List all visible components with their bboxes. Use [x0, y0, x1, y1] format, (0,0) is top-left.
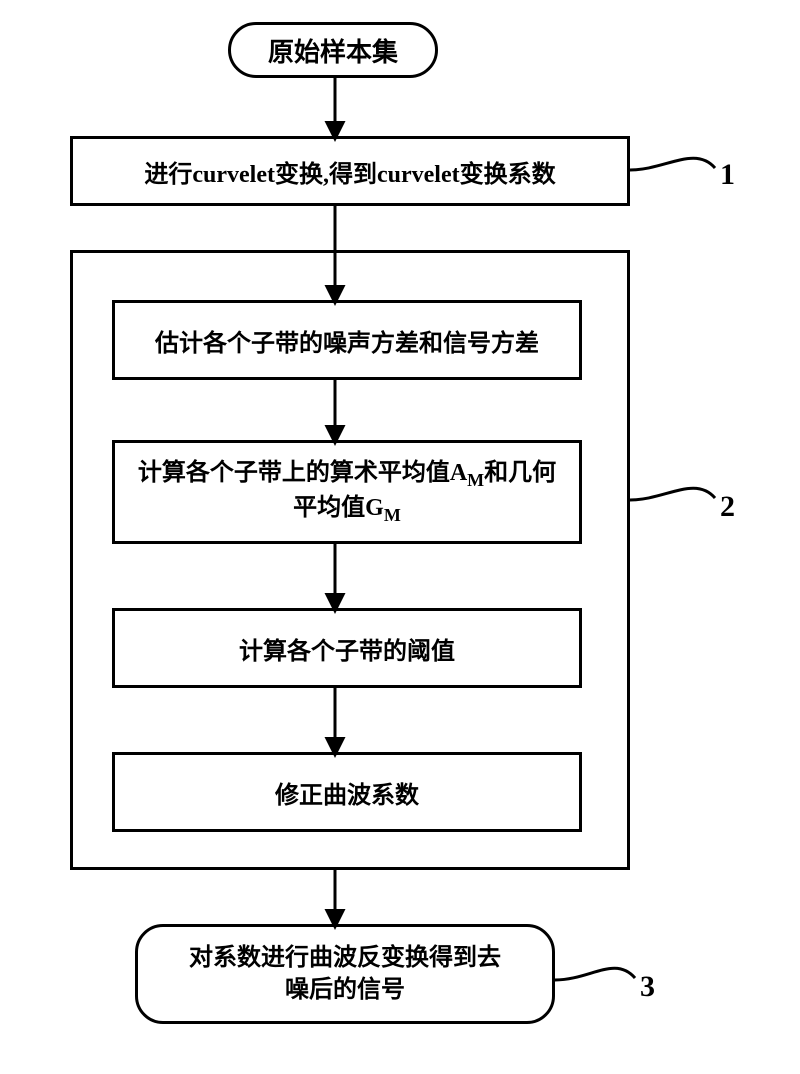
label-2: 2 [720, 490, 735, 524]
flow-end: 对系数进行曲波反变换得到去噪后的信号 [135, 924, 555, 1024]
flow-end-text: 对系数进行曲波反变换得到去噪后的信号 [189, 942, 501, 1007]
label-3-text: 3 [640, 970, 655, 1003]
label-2-text: 2 [720, 490, 735, 523]
flow-step2a-text: 估计各个子带的噪声方差和信号方差 [155, 323, 539, 358]
flow-step2d-text: 修正曲波系数 [275, 775, 419, 810]
flow-step1-text: 进行curvelet变换,得到curvelet变换系数 [144, 154, 555, 189]
flow-start-text: 原始样本集 [268, 32, 398, 69]
flow-step2c: 计算各个子带的阈值 [112, 608, 582, 688]
flow-step2b-text: 计算各个子带上的算术平均值AM和几何平均值GM [138, 457, 556, 527]
flow-start: 原始样本集 [228, 22, 438, 78]
label-1: 1 [720, 158, 735, 192]
label-3: 3 [640, 970, 655, 1004]
flow-step2c-text: 计算各个子带的阈值 [239, 631, 455, 666]
flow-step2b: 计算各个子带上的算术平均值AM和几何平均值GM [112, 440, 582, 544]
flow-step2a: 估计各个子带的噪声方差和信号方差 [112, 300, 582, 380]
flow-step1: 进行curvelet变换,得到curvelet变换系数 [70, 136, 630, 206]
flow-step2d: 修正曲波系数 [112, 752, 582, 832]
label-1-text: 1 [720, 158, 735, 191]
